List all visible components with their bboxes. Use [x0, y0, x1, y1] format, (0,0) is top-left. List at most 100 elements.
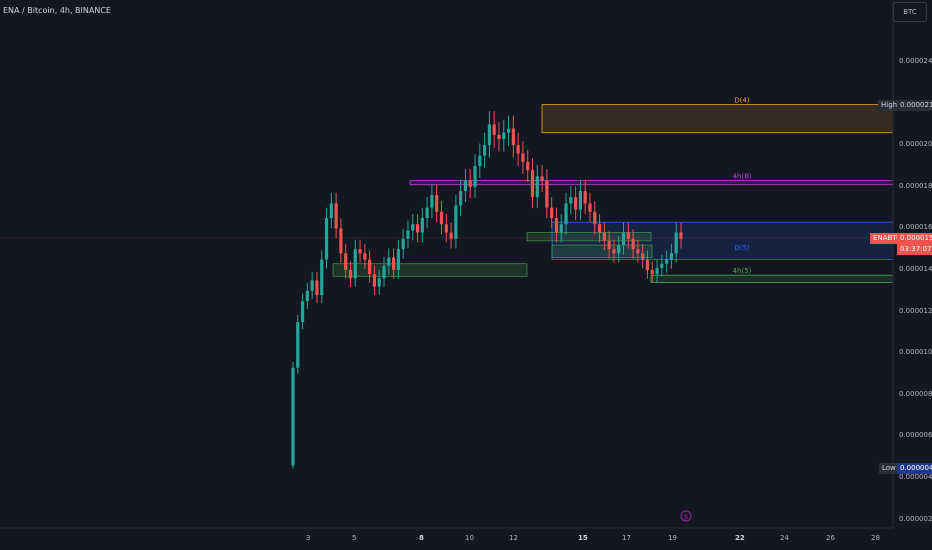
high-value: 0.00002189: [897, 100, 932, 111]
candle-body: [650, 270, 654, 275]
price-tick-label: 0.00001000: [899, 348, 932, 357]
candle-body: [636, 249, 640, 254]
candle-body: [382, 265, 386, 279]
candle-body: [444, 224, 448, 233]
candle-body: [516, 145, 520, 154]
candle-body: [420, 218, 424, 233]
candle-body: [353, 249, 357, 279]
candle-body: [387, 257, 391, 266]
price-tick-label: 0.00001400: [899, 265, 932, 273]
price-tick-label: 0.00001200: [899, 306, 932, 315]
candle-body: [530, 170, 535, 198]
candle-body: [535, 176, 539, 198]
candles-layer: [291, 111, 683, 469]
candle-body: [300, 301, 305, 322]
time-tick-label: 19: [668, 534, 677, 542]
candle-body: [454, 205, 458, 239]
price-tick-label: 0.00002400: [899, 57, 932, 65]
zone-box[interactable]: [409, 180, 894, 186]
zones-layer: D(4) 4h(8) D(5) 4h(5): [332, 97, 894, 283]
zone-label: 4h(8): [733, 173, 752, 181]
time-tick-label: 5: [352, 534, 357, 542]
candle-body: [406, 230, 410, 239]
symbol-tag: ENABTC: [870, 233, 905, 244]
candle-body: [559, 224, 563, 233]
candle-body: [487, 124, 491, 146]
chart-title: ENA / Bitcoin, 4h, BINANCE: [3, 6, 111, 15]
zone-box[interactable]: [541, 104, 894, 134]
candle-body: [468, 180, 472, 187]
candle-body: [391, 257, 396, 270]
candle-body: [478, 155, 482, 166]
price-tick-label: 0.00002000: [899, 140, 932, 149]
price-tick-label: 0.00000400: [899, 473, 932, 481]
candle-body: [425, 207, 429, 218]
last-price-value: 0.00001554: [897, 233, 932, 244]
demand-zone-box: [332, 263, 528, 277]
candle-body: [626, 232, 630, 239]
candle-body: [310, 280, 314, 291]
time-tick-label: 12: [509, 534, 518, 542]
candle-body: [339, 228, 343, 254]
candle-body: [334, 203, 338, 229]
candle-body: [459, 190, 463, 206]
candle-body: [305, 290, 309, 302]
candle-body: [660, 263, 664, 268]
time-tick-label: 24: [780, 534, 789, 542]
candle-body: [521, 153, 525, 162]
candle-body: [569, 197, 573, 204]
candle-body: [554, 218, 559, 233]
candle-body: [368, 259, 372, 275]
candle-body: [574, 197, 578, 210]
candle-body: [348, 270, 353, 279]
candle-body: [372, 274, 377, 287]
candle-body: [583, 190, 587, 204]
candle-body: [492, 124, 496, 135]
candle-body: [564, 203, 568, 225]
high-label: High: [878, 100, 901, 111]
price-tick-label: 0.00000600: [899, 431, 932, 440]
candle-body: [511, 128, 515, 146]
candle-body: [291, 367, 295, 466]
time-tick-label: 26: [826, 534, 835, 542]
candle-body: [296, 322, 300, 368]
candle-body: [401, 238, 405, 250]
candle-body: [641, 253, 645, 260]
candle-body: [415, 224, 420, 233]
candle-body: [473, 166, 477, 187]
price-tick-label: 0.00001600: [899, 223, 932, 232]
candle-body: [329, 203, 333, 218]
event-marker-icon[interactable]: [680, 510, 692, 522]
candle-body: [497, 134, 501, 139]
time-tick-label: 8: [419, 534, 424, 542]
candle-body: [526, 161, 530, 171]
candle-body: [612, 249, 616, 254]
candle-body: [430, 195, 434, 208]
event-marker-glyph: $: [684, 513, 688, 521]
candle-body: [506, 128, 511, 133]
candle-body: [358, 249, 362, 254]
price-tick-label: 0.00000200: [899, 514, 932, 523]
zone-box[interactable]: [650, 274, 894, 283]
zone-label: D(4): [734, 97, 750, 105]
candle-body: [679, 232, 683, 239]
candle-body: [463, 180, 468, 191]
candle-body: [377, 278, 381, 287]
candle-body: [588, 203, 592, 212]
candle-body: [396, 249, 400, 270]
candle-body: [645, 259, 650, 270]
candle-body: [550, 207, 554, 218]
candle-body: [674, 232, 678, 254]
candle-body: [621, 232, 626, 246]
time-tick-label: 10: [465, 534, 474, 542]
candle-body: [545, 180, 549, 208]
currency-button[interactable]: BTC: [893, 2, 927, 22]
demand-zone-box: [526, 232, 652, 242]
zone-label: 4h(5): [733, 267, 752, 275]
demand-zone-box: [551, 244, 653, 258]
candle-body: [315, 280, 319, 295]
candle-body: [602, 232, 606, 241]
low-label: Low: [879, 463, 899, 474]
time-tick-label: 28: [871, 534, 880, 542]
